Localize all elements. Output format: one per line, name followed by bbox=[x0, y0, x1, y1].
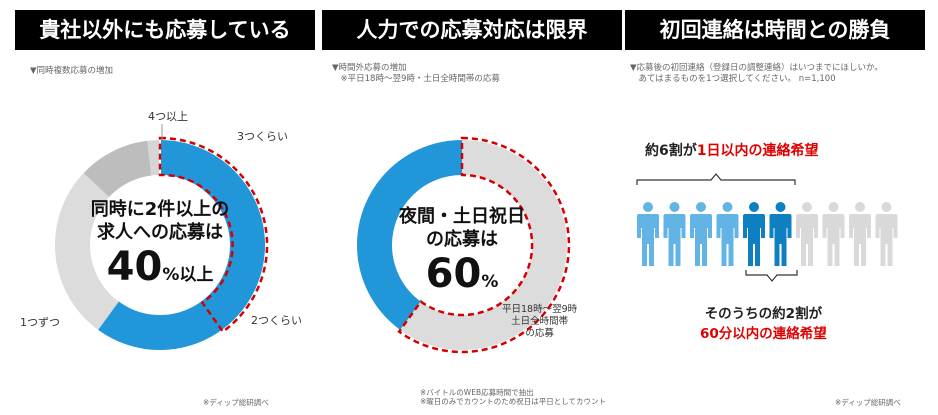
slice-label: 平日18時～翌9時 土日全時間帯 の応募 bbox=[502, 304, 578, 339]
donut-chart bbox=[55, 124, 269, 350]
center-line-2: の応募は bbox=[426, 229, 498, 250]
label-two: 2つくらい bbox=[251, 314, 302, 327]
center-value: 40 bbox=[106, 244, 163, 290]
panel-first-contact: 初回連絡は時間との勝負 ▼応募後の初回連絡（登録日の調整連絡）はいつまでにほしい… bbox=[625, 0, 925, 415]
person-icon bbox=[716, 202, 739, 266]
person-icon bbox=[690, 202, 712, 266]
person-icon bbox=[849, 202, 871, 266]
person-icon bbox=[743, 202, 765, 266]
panel-concurrent-applications: 貴社以外にも応募している ▼同時複数応募の増加 4つ以上 3つくらい 2つくらい… bbox=[15, 0, 315, 415]
bottom-caption-line1: そのうちの約2割が bbox=[704, 306, 823, 322]
panel-note: ▼応募後の初回連絡（登録日の調整連絡）はいつまでにほしいか。 あてはまるものを1… bbox=[630, 63, 883, 84]
center-value-line: 40%以上 bbox=[70, 244, 250, 298]
panel-off-hours-applications: 人力での応募対応は限界 ▼時間外応募の増加 ※平日18時～翌9時・土日全時間帯の… bbox=[322, 0, 622, 415]
top-caption: 約6割が1日以内の連絡希望 bbox=[645, 140, 819, 160]
center-value-line: 60% bbox=[377, 251, 547, 305]
center-text: 夜間・土日祝日 の応募は 60% bbox=[377, 205, 547, 305]
center-value: 60 bbox=[425, 251, 482, 297]
center-line-2: 求人への応募は bbox=[97, 222, 223, 243]
center-line-1: 同時に2件以上の bbox=[90, 199, 230, 220]
panel-note: ▼同時複数応募の増加 bbox=[30, 66, 114, 76]
brace-bottom bbox=[745, 270, 798, 282]
center-text: 同時に2件以上の 求人への応募は 40%以上 bbox=[70, 198, 250, 298]
label-one: 1つずつ bbox=[20, 316, 60, 329]
center-line-1: 夜間・土日祝日 bbox=[399, 206, 525, 227]
panel-title: 初回連絡は時間との勝負 bbox=[625, 10, 925, 50]
panel-note: ▼時間外応募の増加 ※平日18時～翌9時・土日全時間帯の応募 bbox=[332, 63, 500, 84]
center-unit: %以上 bbox=[162, 265, 214, 285]
footnote: ※バイトルのWEB応募時間で抽出 ※曜日のみでカウントのため祝日は平日としてカウ… bbox=[420, 388, 607, 406]
footnote: ※ディップ総研調べ bbox=[835, 398, 901, 407]
top-caption-prefix: 約6割が bbox=[645, 143, 697, 159]
center-unit: % bbox=[481, 272, 499, 292]
person-icon bbox=[769, 202, 792, 266]
people-graphic bbox=[636, 173, 898, 282]
person-icon bbox=[663, 202, 686, 266]
panel-title: 貴社以外にも応募している bbox=[15, 10, 315, 50]
label-three: 3つくらい bbox=[237, 130, 288, 143]
person-icon bbox=[637, 202, 659, 266]
person-icon bbox=[796, 202, 818, 266]
bottom-caption-highlight: 60分以内の連絡希望 bbox=[700, 326, 827, 342]
highlight-outline bbox=[397, 136, 571, 354]
footnote: ※ディップ総研調べ bbox=[203, 398, 269, 407]
brace-top bbox=[636, 173, 796, 185]
panel-title: 人力での応募対応は限界 bbox=[322, 10, 622, 50]
highlight-outline bbox=[158, 136, 269, 334]
donut-slice-two bbox=[55, 140, 265, 350]
donut-chart bbox=[357, 136, 571, 354]
top-caption-highlight: 1日以内の連絡希望 bbox=[696, 143, 819, 159]
person-icon bbox=[822, 202, 845, 266]
label-four-plus: 4つ以上 bbox=[148, 110, 188, 123]
person-icon bbox=[875, 202, 898, 266]
bottom-caption: そのうちの約2割が 60分以内の連絡希望 bbox=[700, 304, 827, 344]
